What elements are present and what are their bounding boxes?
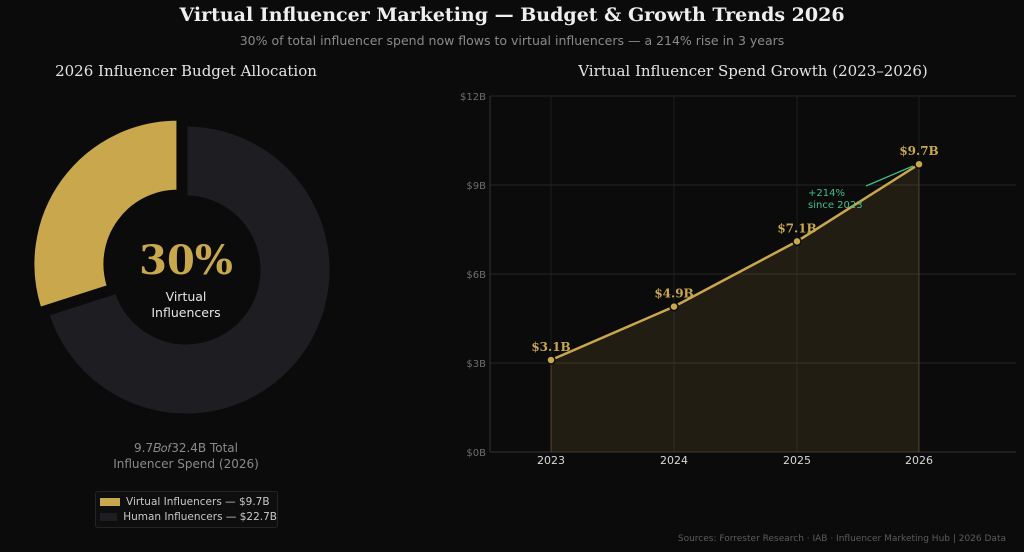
donut-center-value: 30% xyxy=(139,237,233,284)
data-label-2024: $4.9B xyxy=(654,287,693,301)
data-point-2025 xyxy=(792,236,802,247)
x-tick-label-2026: 2026 xyxy=(905,454,933,467)
legend-swatch-human xyxy=(100,512,118,521)
data-point-2026 xyxy=(914,159,924,169)
donut-slice-virtual xyxy=(31,117,180,311)
data-label-2026: $9.7B xyxy=(899,144,938,158)
legend-label-virtual: Virtual Influencers — $9.7B xyxy=(126,495,270,508)
donut-note-line-2: Influencer Spend (2026) xyxy=(113,457,259,471)
legend-item-virtual: Virtual Influencers — $9.7B xyxy=(96,494,277,509)
x-tick-label-2023: 2023 xyxy=(537,454,565,467)
legend-item-human: Human Influencers — $22.7B xyxy=(96,509,277,524)
y-tick-label: $3B xyxy=(466,359,486,370)
donut-center-label-line-2: Influencers xyxy=(151,305,220,320)
y-tick-label: $0B xyxy=(466,448,486,459)
legend-swatch-virtual xyxy=(100,497,120,506)
data-point-2024 xyxy=(669,301,679,312)
x-tick-label-2024: 2024 xyxy=(660,454,688,467)
page-subtitle: 30% of total influencer spend now flows … xyxy=(239,33,785,48)
page-title: Virtual Influencer Marketing — Budget & … xyxy=(179,4,845,26)
y-tick-label: $6B xyxy=(466,270,486,281)
donut-center-label-line-1: Virtual xyxy=(166,289,207,304)
series-line xyxy=(550,163,920,362)
x-tick-label-2025: 2025 xyxy=(783,454,811,467)
data-label-2025: $7.1B xyxy=(777,221,816,235)
annotation-arrow xyxy=(865,165,914,187)
growth-area-chart: $0B $3B $6B $9B $12B $3.1B 2023 $4.9B 2024 $7.1B 2… xyxy=(460,92,1016,467)
donut-note-line-1: 9.7𝐵𝑜𝑓32.4B Total xyxy=(134,441,238,455)
annotation-text-line-1: +214% xyxy=(808,188,845,199)
y-tick-label: $12B xyxy=(460,92,486,103)
area-fill xyxy=(551,164,919,452)
sources-footer: Sources: Forrester Research · IAB · Infl… xyxy=(677,534,1006,544)
data-point-2023 xyxy=(546,355,556,365)
annotation-text-line-2: since 2023 xyxy=(808,200,863,211)
donut-legend: Virtual Influencers — $9.7B Human Influe… xyxy=(95,491,278,528)
y-tick-label: $9B xyxy=(466,181,486,192)
data-label-2023: $3.1B xyxy=(531,340,570,354)
donut-chart-title: 2026 Influencer Budget Allocation xyxy=(55,62,317,80)
donut-hole xyxy=(115,199,257,341)
growth-chart-title: Virtual Influencer Spend Growth (2023–20… xyxy=(578,62,928,80)
donut-slice-human xyxy=(46,123,333,417)
donut-note: 9.7𝐵𝑜𝑓32.4B Total Influencer Spend (2026… xyxy=(36,440,336,472)
legend-label-human: Human Influencers — $22.7B xyxy=(123,510,277,523)
